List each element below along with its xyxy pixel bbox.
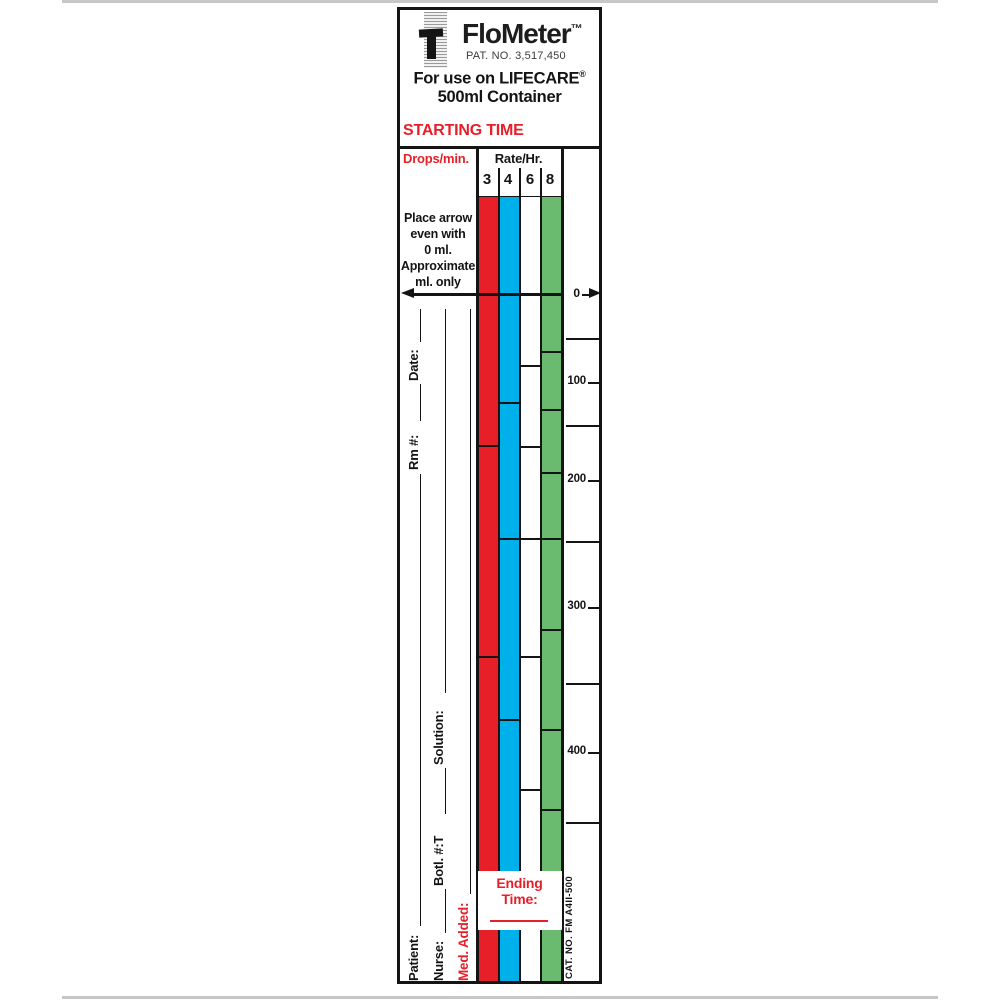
column-separator [519,168,521,981]
hour-division-line [541,728,562,732]
starting-time-label: STARTING TIME [403,122,524,139]
registered-symbol: ® [579,69,586,79]
hour-division-line [499,401,520,405]
column-separator [476,146,479,981]
hour-division-line [499,537,520,541]
scale-value-100: 100 [567,375,586,387]
bottle-number-field-label: Botl. #:T [431,835,446,886]
scale-long-tick [566,424,599,428]
hour-header-8: 8 [545,171,555,188]
column-separator [561,146,564,981]
date-field-label: Date: [406,349,421,381]
use-line-1: For use on LIFECARE® [399,69,600,89]
arrowhead-right-icon [589,288,601,298]
header-rule [399,146,599,149]
scale-long-tick [566,337,599,341]
rate-column-4hr [499,197,520,981]
solution-field-label: Solution: [431,710,446,765]
scale-long-tick [566,540,599,544]
hour-division-line [521,537,541,541]
hour-division-line [499,718,520,722]
ending-time-writing-line [489,920,548,922]
hour-division-line [521,445,541,449]
hour-division-line [541,471,562,475]
writing-line [419,384,422,421]
note-line: ml. only [415,275,461,289]
drops-per-min-label: Drops/min. [403,151,469,166]
arrowhead-left-icon [401,288,414,298]
hour-division-line [478,444,498,448]
photo-bottom-edge [62,996,938,999]
med-added-field-label: Med. Added: [456,902,471,981]
writing-line [419,309,422,342]
hour-division-line [541,808,562,812]
photo-top-edge [62,0,938,3]
nurse-field-label: Nurse: [431,941,446,981]
patient-field-label: Patient: [406,934,421,981]
brand-title: FloMeter™ [462,18,583,50]
note-line: Approximate [400,259,476,273]
writing-line [419,474,422,926]
scale-value-tick [588,752,601,755]
note-line: even with [410,227,466,241]
hour-division-line [541,537,562,541]
writing-line [469,309,472,894]
scale-value-tick [588,480,601,483]
use-line-1-text: For use on LIFECARE [413,69,580,88]
ending-time-label: Ending Time: [496,875,543,907]
writing-line [444,768,447,814]
column-separator [540,168,542,981]
hour-division-line [541,350,562,354]
writing-line [444,309,447,693]
trademark-symbol: ™ [570,21,583,36]
hour-header-3: 3 [482,171,492,188]
scale-value-300: 300 [567,600,586,612]
hour-division-line [541,408,562,412]
hour-division-line [541,628,562,632]
zero-alignment-line [412,293,562,296]
ending-time-box: Ending Time: [477,871,562,930]
rate-column-8hr [541,197,562,981]
patent-number: PAT. NO. 3,517,450 [466,50,566,62]
brand-name: FloMeter [462,18,572,49]
hour-division-line [521,788,541,792]
column-separator [497,168,500,981]
catalog-number: CAT. NO. FM A4II-500 [564,875,575,979]
scale-long-tick [566,821,599,825]
zero-scale-label: 0 [573,286,580,300]
rate-column-3hr [478,197,498,981]
scale-value-tick [588,382,601,385]
scale-value-200: 200 [567,473,586,485]
hour-header-6: 6 [525,171,535,188]
hour-division-line [521,364,541,368]
hour-header-4: 4 [503,171,513,188]
note-line: Place arrow [404,211,472,225]
writing-line [444,889,447,933]
hour-division-line [521,655,541,659]
hour-division-line [478,655,498,659]
flometer-t-stem-icon [427,33,436,59]
rate-per-hr-label: Rate/Hr. [494,151,543,166]
scale-long-tick [566,682,599,686]
instruction-note: Place arrow even with 0 ml. Approximate … [399,210,477,290]
note-line: 0 ml. [424,243,452,257]
scale-value-tick [588,607,601,610]
rate-column-6hr [521,197,541,981]
zero-arrow-tail [582,293,591,296]
room-number-field-label: Rm #: [406,434,421,470]
use-line-2: 500ml Container [437,88,562,106]
scale-value-400: 400 [567,745,586,757]
